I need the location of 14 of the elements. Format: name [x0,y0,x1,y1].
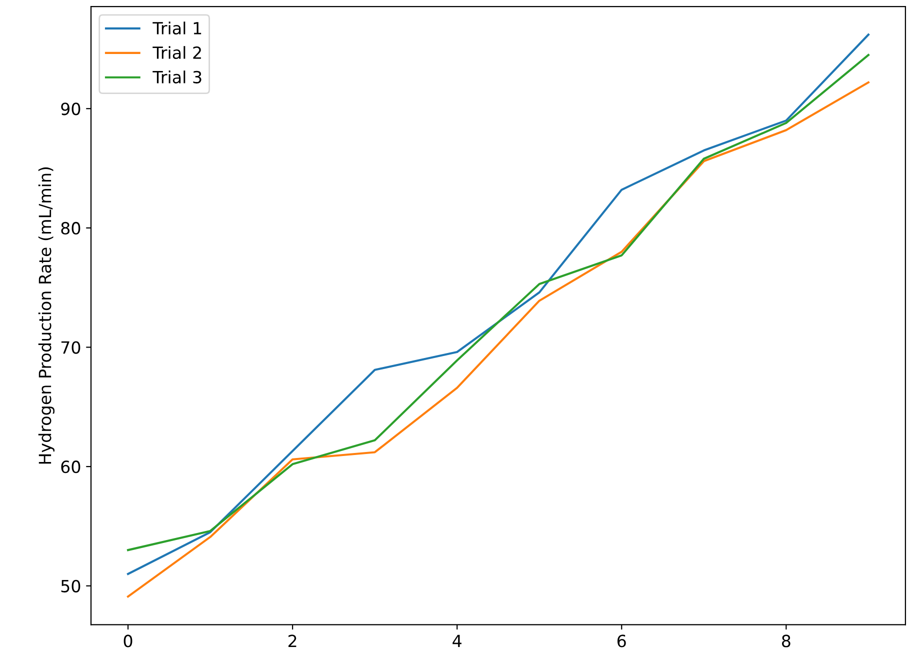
y-tick-label: 90 [61,102,80,116]
y-axis-title: Hydrogen Production Rate (mL/min) [38,167,55,464]
legend-label: Trial 1 [152,22,202,35]
legend-label: Trial 3 [152,70,202,84]
y-tick-label: 50 [61,580,80,592]
x-tick-label: 2 [288,634,296,648]
x-tick-label: 8 [782,634,790,648]
x-tick-label: 4 [452,634,462,648]
x-tick-label: 6 [617,634,626,648]
y-tick-label: 70 [61,341,80,354]
y-tick-label: 80 [61,222,80,234]
y-tick-label: 60 [61,460,80,474]
x-tick-label: 0 [124,634,132,648]
legend-label: Trial 2 [152,46,201,59]
